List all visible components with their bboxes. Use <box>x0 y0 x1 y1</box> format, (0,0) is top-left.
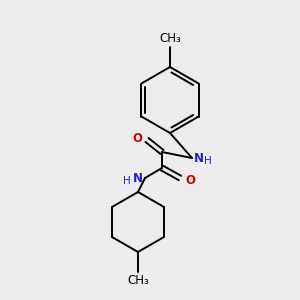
Text: H: H <box>123 176 131 186</box>
Text: O: O <box>132 131 142 145</box>
Text: N: N <box>194 152 204 164</box>
Text: N: N <box>133 172 143 184</box>
Text: CH₃: CH₃ <box>159 32 181 45</box>
Text: O: O <box>185 173 195 187</box>
Text: CH₃: CH₃ <box>127 274 149 287</box>
Text: H: H <box>204 156 212 166</box>
